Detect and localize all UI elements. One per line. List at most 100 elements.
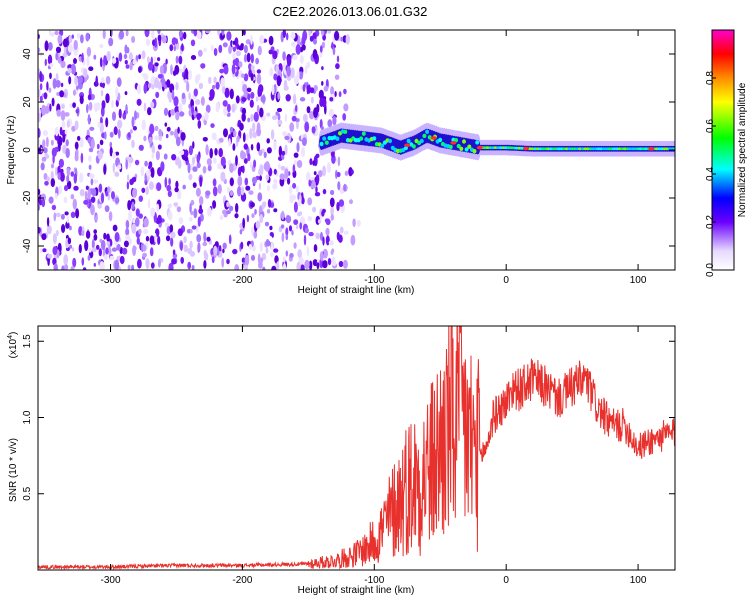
spectrogram-noise-blob xyxy=(296,261,301,270)
spectrogram-noise-blob xyxy=(287,177,291,185)
spectrogram-noise-blob xyxy=(196,234,202,243)
spectrogram-noise-blob xyxy=(257,45,262,56)
spectrogram-noise-blob xyxy=(223,64,229,75)
snr-y-ticks: 0.5 1.0 1.5 xyxy=(22,334,675,501)
spectrogram-noise-blob xyxy=(209,148,213,159)
spectrogram-noise-blob xyxy=(103,55,107,65)
spectrogram-noise-blob xyxy=(117,119,123,129)
spectrogram-noise-blob xyxy=(114,259,120,270)
spectrogram-noise-blob xyxy=(136,84,141,94)
spectrogram-noise-blob xyxy=(219,137,224,143)
spectrogram-noise-blob xyxy=(292,54,298,61)
spectrogram-noise-blob xyxy=(330,86,335,96)
spectrogram-noise-blob xyxy=(87,94,92,101)
spectrogram-noise-blob xyxy=(69,225,72,231)
spectrogram-noise-blob xyxy=(286,66,292,77)
spectrogram-noise-blob xyxy=(187,261,192,270)
spectrogram-ridge-core xyxy=(372,136,377,141)
spectrogram-noise-blob xyxy=(232,51,236,61)
spectrogram-noise-blob xyxy=(313,107,319,118)
spectrogram-noise-blob xyxy=(249,128,253,139)
spectrogram-noise-blob xyxy=(142,244,147,252)
spectrogram-noise-blob xyxy=(205,104,211,114)
spectrogram-ridge-core xyxy=(475,140,480,145)
spectrogram-noise-blob xyxy=(288,225,293,232)
spectrogram-noise-blob xyxy=(164,176,168,188)
spectrogram-noise-blob xyxy=(315,153,320,159)
spectrogram-noise-blob xyxy=(62,52,68,58)
spectrogram-noise-blob xyxy=(217,184,222,194)
spectrogram-noise-blob xyxy=(103,163,107,175)
spectrogram-noise-blob xyxy=(125,228,130,236)
spectrogram-noise-blob xyxy=(213,76,217,84)
spectrogram-noise-blob xyxy=(284,168,289,179)
spectrogram-noise-blob xyxy=(109,141,113,148)
spectrogram-noise-blob xyxy=(175,136,181,147)
spectrogram-noise-blob xyxy=(250,202,255,208)
spectrogram-noise-blob xyxy=(245,39,251,45)
spectrogram-noise-blob xyxy=(93,233,98,241)
spectrogram-noise-blob xyxy=(154,125,159,132)
spectrogram-noise-blob xyxy=(236,135,240,143)
spectrogram-noise-blob xyxy=(205,190,211,196)
spectrogram-noise-blob xyxy=(330,205,334,216)
spectrogram-noise-blob xyxy=(226,31,232,41)
spectrogram-noise-blob xyxy=(65,139,69,147)
spectrogram-noise-blob xyxy=(241,112,246,122)
spectrogram-noise-blob xyxy=(47,54,53,65)
spectrogram-noise-blob xyxy=(46,81,49,91)
spectrogram-noise-blob xyxy=(155,91,160,99)
spectrogram-noise-blob xyxy=(154,77,160,89)
spectrogram-noise-blob xyxy=(237,186,242,197)
spectrogram-ridge-core xyxy=(359,136,364,141)
spectrogram-noise-blob xyxy=(254,208,257,215)
spectrogram-noise-blob xyxy=(156,203,160,213)
snr-x-tick-label: -300 xyxy=(101,575,121,586)
spectrogram-noise-blob xyxy=(273,168,277,175)
spectrogram-noise-blob xyxy=(222,242,227,250)
spectrogram-ridge-peak xyxy=(648,147,655,151)
spectrogram-noise-blob xyxy=(315,186,318,194)
spectrogram-noise-blob xyxy=(202,166,207,174)
spectrogram-noise-blob xyxy=(175,158,179,166)
spectrogram-noise-blob xyxy=(74,153,79,162)
spectrogram-noise-blob xyxy=(215,102,220,113)
spectrogram-noise-blob xyxy=(171,258,177,265)
spectrogram-noise-blob xyxy=(70,266,75,270)
snr-x-tick-label: -100 xyxy=(364,575,384,586)
spectrogram-noise-blob xyxy=(242,132,246,143)
spectrogram-noise-blob xyxy=(118,30,125,40)
spectrogram-noise-blob xyxy=(95,244,100,250)
spectrogram-noise-blob xyxy=(336,201,340,212)
spectrogram-noise-blob xyxy=(242,217,246,229)
spectrogram-noise-blob xyxy=(135,208,140,217)
spectrogram-noise-blob xyxy=(203,231,207,243)
spectrogram-noise-blob xyxy=(88,247,92,253)
spectrogram-noise-blob xyxy=(98,183,103,193)
spectrogram-noise-blob xyxy=(203,260,207,269)
spectrogram-noise-blob xyxy=(157,258,161,268)
spectrogram-noise-blob xyxy=(211,256,215,264)
spectrogram-noise-blob xyxy=(183,31,187,40)
spectrogram-noise-blob xyxy=(243,73,249,82)
spectrogram-noise-blob xyxy=(213,245,218,256)
spectrogram-noise-blob xyxy=(193,110,197,116)
spectrogram-noise-blob xyxy=(226,201,230,208)
spectrogram-marks xyxy=(38,30,675,270)
colorbar: 0.0 0.2 0.4 0.6 0.8 Normalized spectral ampl… xyxy=(705,29,748,277)
spectrogram-noise-blob xyxy=(203,47,207,53)
spectrogram-noise-blob xyxy=(256,122,261,133)
spectrogram-noise-blob xyxy=(143,102,147,112)
spectrogram-noise-blob xyxy=(78,243,82,254)
spectrogram-noise-blob xyxy=(211,44,214,52)
spectrogram-noise-blob xyxy=(52,78,57,89)
spectrogram-noise-blob xyxy=(207,165,212,172)
spectrogram-noise-blob xyxy=(335,63,340,70)
spectrogram-noise-blob xyxy=(264,161,270,172)
spectrogram-noise-blob xyxy=(71,125,76,132)
spectrogram-noise-blob xyxy=(178,102,183,114)
spectrogram-noise-blob xyxy=(60,213,65,220)
spectrogram-noise-blob xyxy=(275,111,279,116)
spectrogram-y-ticks: -40 -20 0 20 40 xyxy=(22,48,675,253)
